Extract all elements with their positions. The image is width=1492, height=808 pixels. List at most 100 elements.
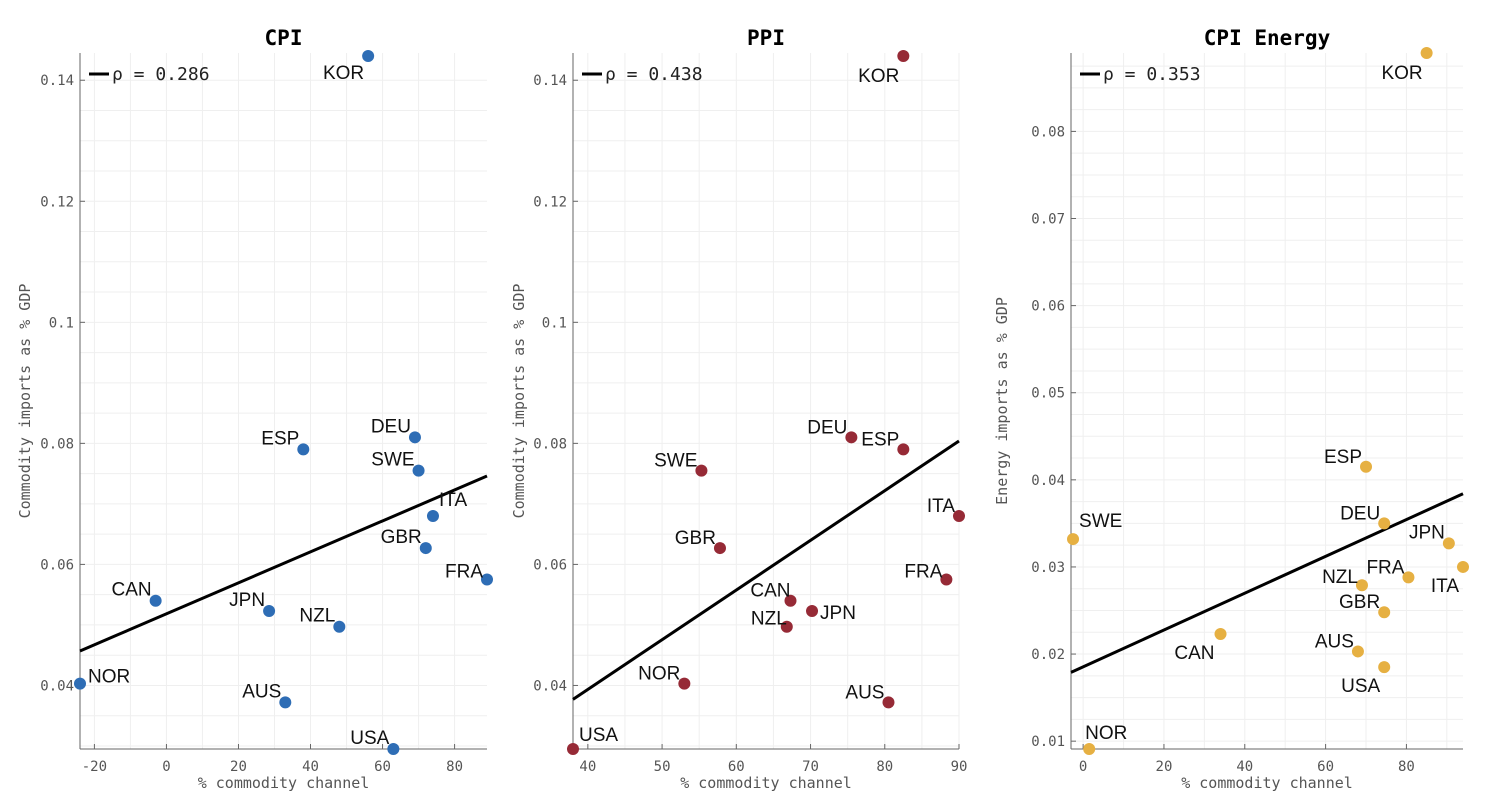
point-label-deu: DEU [807, 417, 847, 438]
data-point-deu [408, 431, 421, 444]
panel-3: 0 20 40 60 80 0.01 0.02 0.03 0.04 0.05 0.06 0.07 0.0… [993, 26, 1469, 792]
point-label-nzl: NZL [1322, 567, 1358, 588]
data-point-jpn [263, 605, 276, 618]
data-point-ita [953, 509, 965, 522]
point-label-swe: SWE [371, 450, 414, 471]
point-label-fra: FRA [1366, 557, 1404, 578]
point-label-ita: ITA [927, 496, 955, 517]
data-point-nzl [1355, 579, 1368, 592]
point-label-fra: FRA [445, 562, 483, 583]
grid [573, 53, 960, 749]
grid [80, 53, 487, 749]
legend: ρ = 0.438 [582, 64, 703, 85]
data-point-nor [74, 677, 86, 690]
point-label-gbr: GBR [381, 527, 422, 548]
x-axis-label: % commodity channel [1181, 774, 1353, 792]
data-point-usa [567, 743, 579, 755]
point-label-fra: FRA [904, 562, 942, 583]
y-tick-label: 0.12 [533, 194, 567, 210]
x-tick-label: 20 [1156, 759, 1173, 775]
point-label-aus: AUS [1315, 631, 1354, 652]
y-tick-label: 0.14 [533, 73, 567, 89]
data-point-fra [481, 573, 493, 586]
y-axis-label: Commodity imports as % GDP [510, 284, 528, 519]
data-point-kor [362, 50, 375, 63]
y-axis-label: Energy imports as % GDP [993, 297, 1011, 505]
data-point-swe [412, 464, 425, 477]
data-point-swe [1067, 533, 1080, 546]
point-label-jpn: JPN [229, 590, 265, 611]
data-point-jpn [806, 605, 819, 618]
y-tick-label: 0.06 [1031, 299, 1065, 315]
point-label-deu: DEU [371, 416, 411, 437]
x-tick-label: 90 [951, 759, 968, 775]
x-tick-label: 20 [230, 759, 247, 775]
y-tick-label: 0.08 [1031, 124, 1065, 140]
legend-label: ρ = 0.286 [112, 64, 210, 85]
y-tick-label: 0.12 [40, 194, 74, 210]
point-label-nor: NOR [1085, 723, 1127, 744]
data-point-nzl [780, 620, 793, 633]
point-label-jpn: JPN [1409, 522, 1445, 543]
point-label-swe: SWE [1079, 511, 1122, 532]
panel-title: CPI Energy [1204, 26, 1331, 50]
data-point-usa [387, 743, 400, 755]
y-tick-label: 0.08 [533, 436, 567, 452]
y-tick-label: 0.04 [40, 678, 74, 694]
point-label-can: CAN [750, 581, 790, 602]
point-label-aus: AUS [845, 682, 884, 703]
x-tick-label: 80 [876, 759, 893, 775]
x-tick-label: 80 [446, 759, 463, 775]
data-point-deu [1378, 517, 1391, 530]
data-point-fra [1402, 571, 1415, 584]
point-label-nzl: NZL [299, 606, 335, 627]
data-point-ita [1457, 560, 1469, 573]
data-point-gbr [1378, 606, 1391, 619]
x-tick-label: 50 [654, 759, 671, 775]
x-tick-label: 40 [1236, 759, 1253, 775]
y-tick-label: 0.1 [542, 315, 567, 331]
point-label-nzl: NZL [751, 609, 787, 630]
regression-line [79, 474, 488, 653]
x-tick-label: 0 [1079, 759, 1087, 775]
data-point-swe [695, 464, 708, 477]
y-tick-label: 0.08 [40, 436, 74, 452]
point-label-can: CAN [112, 580, 152, 601]
data-point-kor [1420, 47, 1433, 59]
data-point-aus [279, 696, 292, 709]
data-point-gbr [713, 542, 726, 555]
legend-label: ρ = 0.353 [1103, 64, 1201, 85]
data-point-aus [1351, 645, 1364, 658]
data-point-gbr [419, 542, 432, 555]
x-tick-label: 60 [1317, 759, 1334, 775]
point-label-usa: USA [1341, 676, 1380, 697]
x-tick-label: 60 [728, 759, 745, 775]
point-label-ita: ITA [439, 490, 467, 511]
y-tick-label: 0.04 [533, 678, 567, 694]
point-label-can: CAN [1174, 643, 1214, 664]
y-tick-label: 0.06 [40, 557, 74, 573]
data-point-jpn [1442, 537, 1455, 550]
point-label-ita: ITA [1431, 576, 1459, 597]
data-point-aus [882, 696, 895, 709]
data-point-nor [1083, 743, 1096, 755]
legend: ρ = 0.286 [89, 64, 210, 85]
data-point-ita [426, 509, 439, 522]
y-tick-label: 0.14 [40, 73, 74, 89]
point-label-kor: KOR [1381, 63, 1422, 84]
y-tick-label: 0.06 [533, 557, 567, 573]
x-tick-label: 40 [579, 759, 596, 775]
panel-title: PPI [747, 26, 785, 50]
data-point-can [149, 594, 162, 607]
y-tick-label: 0.02 [1031, 647, 1065, 663]
panel-2: 40 50 60 70 80 90 0.04 0.06 0.08 0.1 0.12 0.14 PPI % … [510, 26, 967, 792]
grid [1071, 53, 1463, 749]
point-label-usa: USA [579, 725, 618, 746]
regression-line [1070, 492, 1464, 674]
data-point-fra [940, 573, 953, 586]
point-label-esp: ESP [861, 429, 899, 450]
x-tick-label: 70 [802, 759, 819, 775]
data-point-esp [297, 443, 310, 456]
x-tick-label: -20 [82, 759, 107, 775]
